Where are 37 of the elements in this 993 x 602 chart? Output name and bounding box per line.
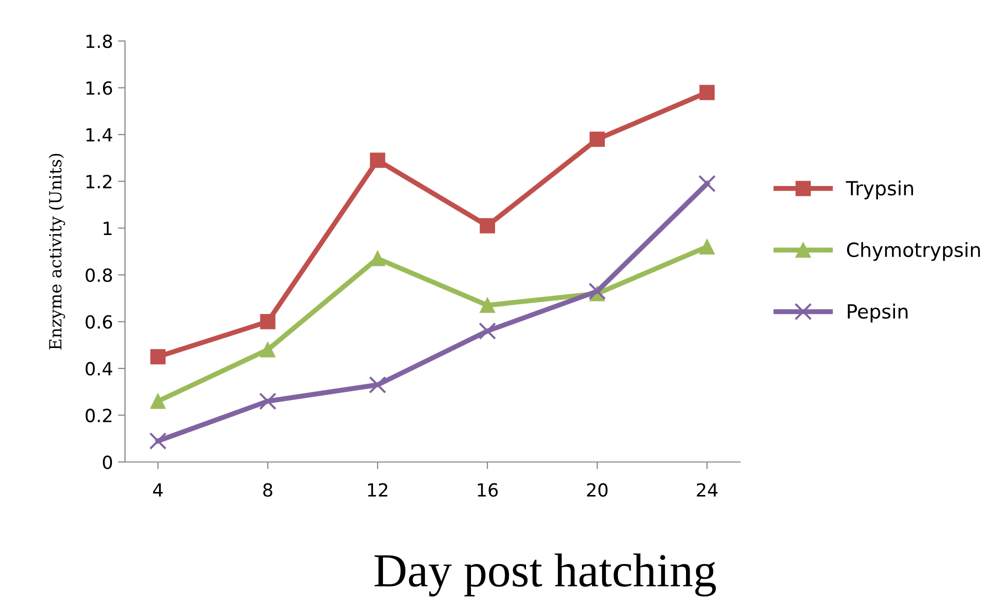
point	[149, 432, 167, 450]
point	[370, 152, 386, 168]
y-tick-label: 1	[104, 222, 112, 235]
y-tick-label: 0.2	[86, 408, 112, 422]
point	[259, 392, 276, 410]
point	[260, 314, 276, 330]
x-axis-title: Day post hatching	[374, 554, 716, 596]
point	[368, 376, 386, 394]
y-tick-label: 1.6	[86, 81, 112, 95]
point	[150, 349, 166, 364]
y-tick-label: 1.4	[86, 128, 112, 142]
point	[150, 394, 166, 409]
point	[480, 218, 496, 234]
point	[478, 322, 496, 340]
x-tick-label: 20	[587, 483, 608, 497]
x-tick-label: 16	[478, 483, 498, 497]
point	[699, 84, 715, 100]
point	[480, 298, 496, 313]
x-tick-label: 24	[696, 483, 718, 497]
y-tick-label: 1.8	[86, 34, 112, 48]
y-tick-label: 0	[102, 455, 112, 470]
x-tick-label: 8	[263, 483, 272, 497]
point	[588, 282, 606, 300]
point	[590, 132, 605, 147]
point	[698, 174, 716, 192]
legend-label: Chymotrypsin	[847, 242, 980, 261]
y-tick-label: 0.4	[86, 362, 112, 376]
legend-label: Pepsin	[848, 304, 908, 323]
y-tick-label: 0.8	[86, 268, 112, 282]
y-axis-title: Enzyme activity (Units)	[48, 154, 66, 350]
x-tick-label: 12	[368, 483, 388, 497]
y-tick-label: 0.6	[86, 315, 112, 329]
point	[260, 342, 276, 358]
legend-label: Trypsin	[846, 180, 914, 200]
point	[699, 239, 715, 254]
y-tick-label: 1.2	[86, 174, 112, 188]
x-tick-label: 4	[153, 483, 163, 497]
